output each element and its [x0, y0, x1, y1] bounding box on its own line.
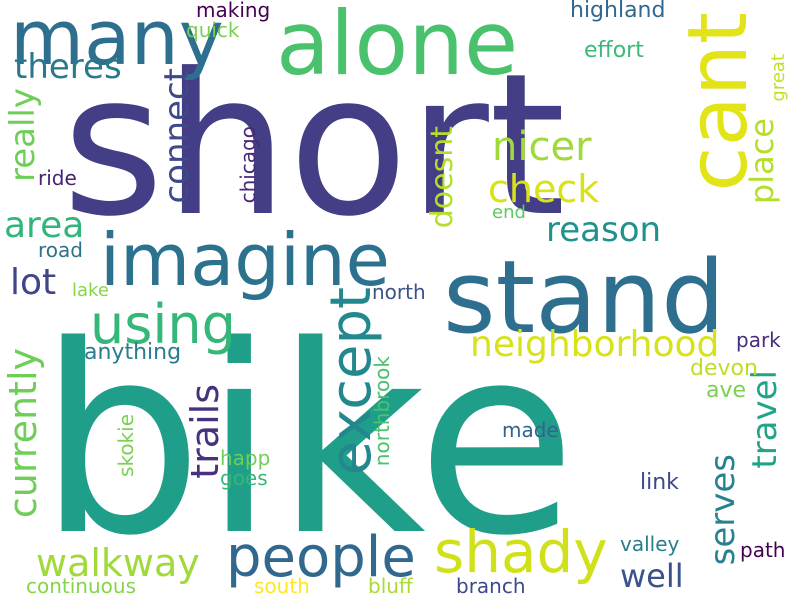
- word-really: really: [3, 88, 43, 182]
- word-check: check: [488, 167, 600, 211]
- word-link: link: [640, 470, 679, 495]
- word-north: north: [372, 280, 426, 304]
- word-south: south: [254, 574, 310, 598]
- word-many: many: [10, 0, 224, 82]
- word-goes: goes: [220, 466, 268, 490]
- word-imagine: imagine: [100, 218, 390, 302]
- word-alone: alone: [276, 0, 519, 95]
- word-effort: effort: [584, 38, 644, 63]
- word-theres: theres: [14, 47, 122, 87]
- word-currently: currently: [1, 348, 45, 519]
- word-reason: reason: [546, 210, 662, 250]
- word-happ: happ: [220, 446, 271, 470]
- word-road: road: [38, 238, 83, 262]
- word-made: made: [502, 418, 559, 442]
- word-connect: connect: [157, 68, 197, 204]
- word-neighborhood: neighborhood: [470, 324, 720, 365]
- word-quick: quick: [186, 18, 240, 42]
- word-people: people: [226, 525, 416, 590]
- word-great: great: [768, 54, 789, 102]
- word-ride: ride: [38, 166, 77, 190]
- word-anything: anything: [84, 340, 182, 365]
- word-bike: bike: [38, 291, 577, 593]
- word-chicago: chicago: [236, 126, 260, 204]
- word-valley: valley: [620, 532, 680, 556]
- word-trails: trails: [183, 384, 227, 479]
- word-ave: ave: [706, 378, 747, 403]
- word-branch: branch: [456, 574, 526, 598]
- word-path: path: [740, 538, 786, 562]
- word-travel: travel: [745, 370, 785, 469]
- word-skokie: skokie: [114, 414, 138, 477]
- word-stand: stand: [443, 238, 726, 356]
- word-end: end: [492, 202, 526, 223]
- word-area: area: [4, 205, 85, 246]
- word-lot: lot: [10, 262, 57, 303]
- word-place: place: [743, 118, 781, 205]
- word-devon: devon: [690, 356, 758, 381]
- word-well: well: [620, 557, 684, 595]
- word-serves: serves: [703, 454, 743, 566]
- word-bluff: bluff: [368, 574, 413, 598]
- word-walkway: walkway: [36, 541, 200, 585]
- word-shady: shady: [434, 518, 608, 586]
- word-highland: highland: [570, 0, 666, 23]
- word-doesnt: doesnt: [425, 126, 460, 229]
- word-making: making: [196, 0, 271, 22]
- word-continuous: continuous: [26, 574, 136, 598]
- word-park: park: [736, 328, 781, 352]
- word-nicer: nicer: [492, 124, 592, 170]
- word-short: short: [62, 32, 566, 260]
- word-using: using: [90, 293, 236, 356]
- word-northbrook: northbrook: [370, 356, 394, 467]
- word-lake: lake: [72, 280, 109, 301]
